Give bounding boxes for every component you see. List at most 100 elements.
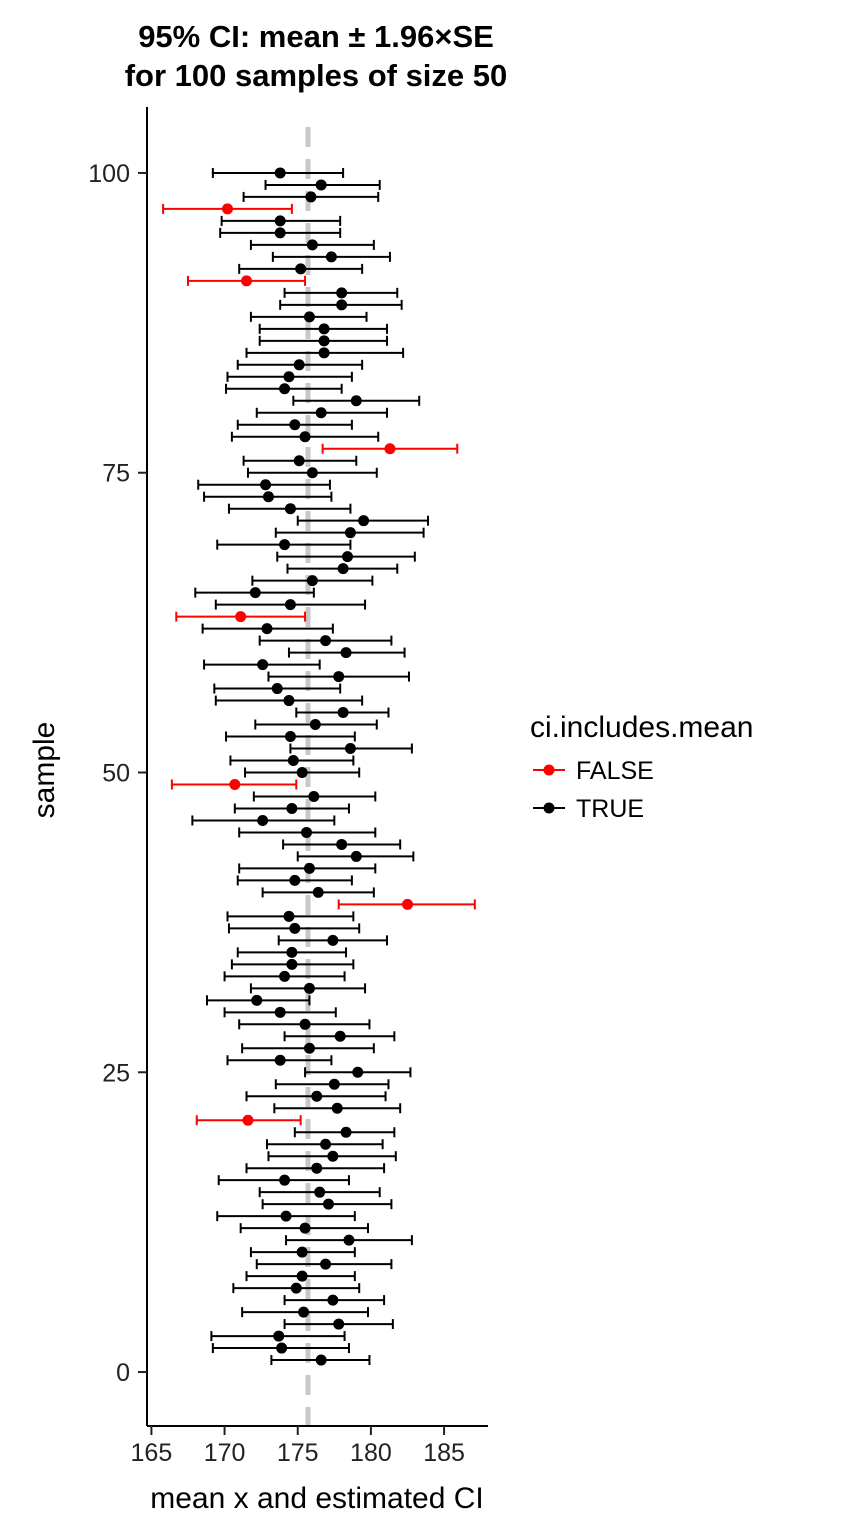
mean-point	[273, 1330, 285, 1342]
ci-sample-26	[226, 1054, 333, 1066]
mean-point	[284, 503, 296, 515]
ci-sample-99	[264, 179, 381, 191]
mean-point	[279, 1174, 291, 1186]
mean-point	[249, 587, 261, 599]
y-tick-label-0: 0	[116, 1359, 130, 1387]
mean-point	[299, 431, 311, 443]
mean-point	[337, 707, 349, 719]
ci-sample-21	[195, 1114, 302, 1126]
ci-sample-15	[258, 1186, 381, 1198]
mean-point	[242, 1114, 254, 1126]
x-tick-label-180: 180	[350, 1439, 392, 1467]
chart-title-line-2: for 100 samples of size 50	[125, 58, 508, 93]
mean-point	[306, 467, 318, 479]
mean-point	[274, 1054, 286, 1066]
mean-point	[257, 814, 269, 826]
y-tick-label-25: 25	[102, 1059, 130, 1087]
mean-point	[289, 419, 301, 431]
y-tick-label-75: 75	[102, 460, 130, 488]
axes: 165 170 175 180 185 0 25 50 75 100	[88, 107, 488, 1467]
ci-sample-74	[197, 479, 331, 491]
mean-point	[340, 1126, 352, 1138]
mean-point	[279, 970, 291, 982]
mean-point	[350, 395, 362, 407]
ci-sample-34	[230, 958, 355, 970]
ci-sample-81	[292, 395, 421, 407]
ci-sample-14	[261, 1198, 393, 1210]
mean-point	[303, 862, 315, 874]
x-tick-label-170: 170	[204, 1439, 246, 1467]
ci-marks	[162, 167, 476, 1366]
mean-point	[306, 239, 318, 251]
ci-sample-47	[233, 802, 350, 814]
ci-sample-40	[261, 886, 375, 898]
mean-point	[299, 1018, 311, 1030]
legend-item-true: TRUE	[533, 795, 644, 823]
y-axis-title: sample	[28, 722, 61, 819]
ci-sample-27	[241, 1042, 375, 1054]
mean-point	[241, 275, 253, 287]
ci-sample-49	[170, 778, 298, 790]
mean-point	[333, 1318, 345, 1330]
ci-sample-18	[267, 1150, 397, 1162]
mean-point	[311, 1090, 323, 1102]
mean-point	[402, 898, 414, 910]
mean-point	[235, 611, 247, 623]
ci-sample-53	[225, 731, 356, 743]
ci-sample-41	[236, 874, 353, 886]
mean-point	[315, 407, 327, 419]
mean-point	[305, 191, 317, 203]
legend-label: TRUE	[576, 795, 644, 823]
ci-sample-56	[214, 695, 364, 707]
ci-sample-2	[211, 1342, 350, 1354]
mean-point	[320, 1138, 332, 1150]
ci-sample-62	[201, 623, 334, 635]
ci-sample-42	[238, 862, 377, 874]
ci-sample-91	[186, 275, 307, 287]
mean-point	[229, 778, 241, 790]
ci-sample-8	[245, 1270, 356, 1282]
mean-point	[286, 958, 298, 970]
ci-sample-100	[211, 167, 345, 179]
ci-sample-68	[276, 551, 416, 563]
ci-sample-80	[255, 407, 389, 419]
mean-point	[328, 1078, 340, 1090]
ci-sample-38	[226, 910, 355, 922]
mean-point	[289, 874, 301, 886]
ci-sample-88	[249, 311, 368, 323]
chart-title-line-1: 95% CI: mean ± 1.96×SE	[138, 19, 494, 54]
ci-sample-13	[216, 1210, 356, 1222]
x-tick-label-175: 175	[277, 1439, 319, 1467]
ci-sample-66	[251, 575, 374, 587]
legend-key-point	[543, 764, 555, 776]
ci-sample-67	[286, 563, 399, 575]
ci-sample-32	[249, 982, 367, 994]
ci-sample-58	[267, 671, 410, 683]
ci-sample-46	[191, 814, 336, 826]
mean-point	[343, 1234, 355, 1246]
ci-sample-51	[229, 755, 355, 767]
mean-point	[289, 922, 301, 934]
mean-point	[306, 575, 318, 587]
mean-point	[336, 838, 348, 850]
mean-point	[296, 766, 308, 778]
ci-sample-79	[236, 419, 353, 431]
ci-sample-63	[175, 611, 307, 623]
mean-point	[334, 1030, 346, 1042]
mean-point	[221, 203, 233, 215]
mean-point	[337, 563, 349, 575]
ci-sample-77	[321, 443, 459, 455]
mean-point	[352, 1066, 364, 1078]
mean-point	[342, 551, 354, 563]
ci-sample-87	[258, 323, 389, 335]
mean-point	[284, 599, 296, 611]
ci-sample-48	[252, 790, 377, 802]
mean-point	[318, 323, 330, 335]
mean-point	[358, 515, 370, 527]
mean-point	[274, 227, 286, 239]
legend: ci.includes.mean FALSE TRUE	[530, 711, 753, 823]
ci-sample-28	[283, 1030, 396, 1042]
ci-sample-29	[238, 1018, 371, 1030]
ci-sample-86	[258, 335, 389, 347]
